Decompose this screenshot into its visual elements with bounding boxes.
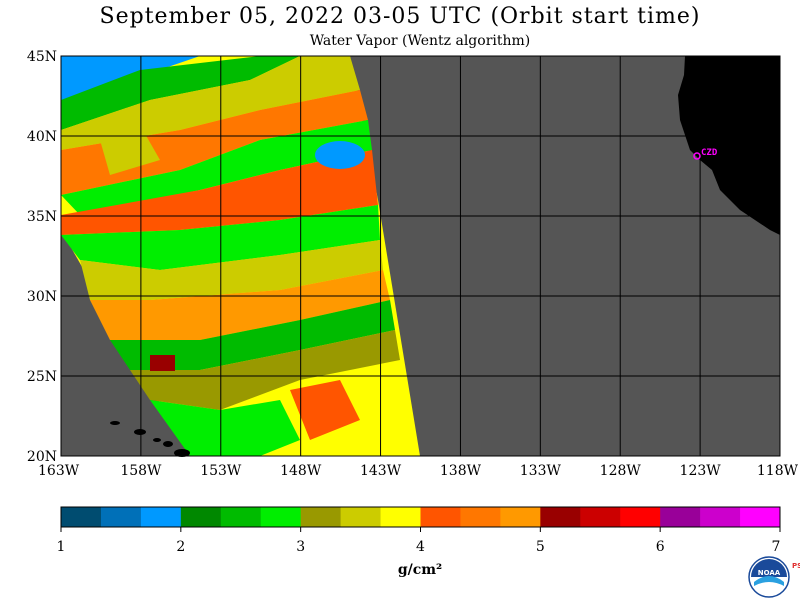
colorbar-swatch	[380, 507, 421, 527]
latitude-labels: 45N 40N 35N 30N 25N 20N	[27, 49, 57, 465]
colorbar-swatch	[340, 507, 382, 527]
lat-label: 20N	[27, 449, 57, 465]
colorbar-swatch	[300, 507, 342, 527]
colorbar-tick-label: 7	[772, 539, 781, 555]
colorbar-tick-label: 2	[176, 539, 185, 555]
colorbar-swatch	[740, 507, 781, 527]
lat-label: 25N	[27, 369, 57, 385]
colorbar-tick-label: 5	[536, 539, 545, 555]
lon-label: 133W	[520, 463, 562, 479]
colorbar-swatch	[220, 507, 262, 527]
land-mass	[678, 56, 780, 235]
lon-label: 158W	[120, 463, 162, 479]
lon-label: 118W	[757, 463, 799, 479]
lat-label: 35N	[27, 209, 57, 225]
lat-label: 30N	[27, 289, 57, 305]
hawaiian-islands	[110, 421, 190, 457]
colorbar-swatch	[100, 507, 142, 527]
lon-label: 163W	[38, 463, 80, 479]
map-frame	[60, 55, 781, 457]
lon-label: 153W	[200, 463, 242, 479]
noaa-logo-text: NOAA	[758, 569, 781, 577]
longitude-labels: 163W 158W 153W 148W 143W 138W 133W 128W 123W 118W	[38, 463, 799, 479]
colorbar-swatch	[540, 507, 581, 527]
lon-label: 128W	[600, 463, 642, 479]
noaa-logo: NOAA	[748, 556, 790, 598]
colorbar-swatch	[620, 507, 661, 527]
colorbar-ticks: 1 2 3 4 5 6 7	[57, 527, 781, 555]
lon-label: 143W	[360, 463, 402, 479]
vapor-bands	[61, 56, 400, 456]
colorbar-unit: g/cm²	[397, 562, 443, 578]
colorbar-tick-label: 1	[57, 539, 66, 555]
colorbar-tick-label: 4	[416, 539, 425, 555]
lon-label: 123W	[680, 463, 722, 479]
lat-label: 40N	[27, 129, 57, 145]
station-marker	[693, 152, 701, 160]
lat-label: 45N	[27, 49, 57, 65]
colorbar	[60, 506, 781, 528]
colorbar-tick-label: 3	[296, 539, 305, 555]
satellite-swath	[61, 56, 420, 456]
colorbar-swatch	[500, 507, 541, 527]
colorbar-swatch	[140, 507, 182, 527]
colorbar-swatch	[61, 507, 102, 527]
colorbar-swatch	[660, 507, 701, 527]
colorbar-swatch	[700, 507, 741, 527]
map-title: September 05, 2022 03-05 UTC (Orbit star…	[99, 4, 701, 29]
colorbar-swatch	[420, 507, 461, 527]
colorbar-tick-label: 6	[656, 539, 665, 555]
colorbar-swatch	[260, 507, 302, 527]
colorbar-swatch	[460, 507, 501, 527]
lon-label: 148W	[280, 463, 322, 479]
colorbar-swatch	[180, 507, 222, 527]
colorbar-swatch	[580, 507, 621, 527]
station-label: CZD	[701, 148, 718, 158]
lon-label: 138W	[440, 463, 482, 479]
psl-label: PSL	[792, 562, 800, 570]
map-subtitle: Water Vapor (Wentz algorithm)	[309, 33, 531, 49]
